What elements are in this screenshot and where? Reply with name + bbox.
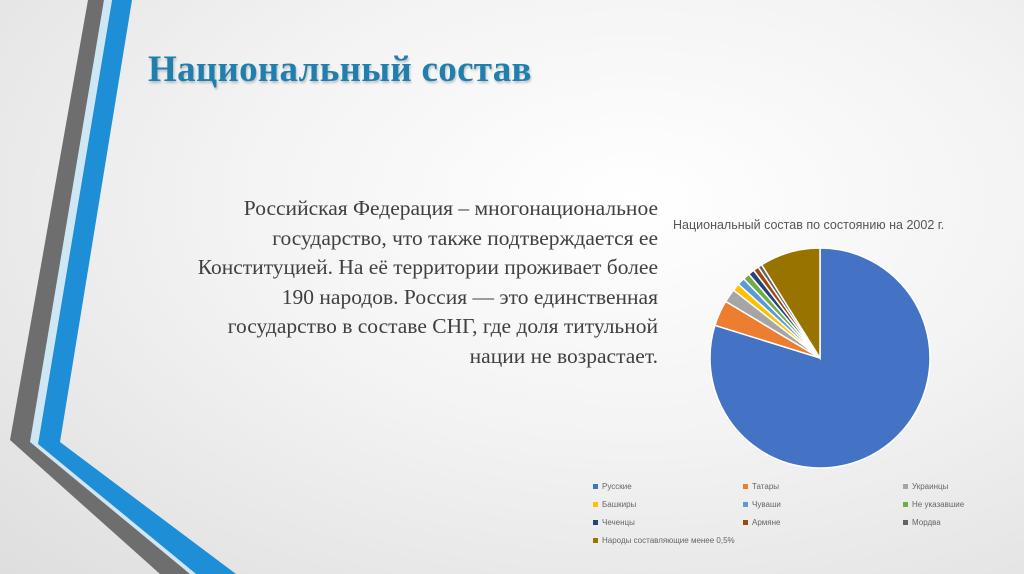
slide-body-text: Российская Федерация – многонациональное… [96, 194, 658, 371]
legend-swatch [743, 484, 748, 489]
legend-label: Чеченцы [602, 518, 635, 527]
legend-label: Татары [752, 482, 780, 491]
legend-item: Украинцы [903, 482, 948, 491]
legend-swatch [593, 502, 598, 507]
gray-stripe [10, 0, 190, 574]
legend-label: Русские [602, 482, 632, 491]
legend-item: Мордва [903, 518, 941, 527]
legend-swatch [903, 502, 908, 507]
body-line: государство, что также подтверждается ее [272, 225, 658, 250]
legend-item: Не указавшие [903, 500, 964, 509]
body-line: 190 народов. Россия — это единственная [281, 284, 658, 309]
body-line: Российская Федерация – многонациональное [243, 196, 658, 220]
blue-stripe [38, 0, 236, 574]
legend-item: Русские [593, 482, 632, 491]
legend-item: Башкиры [593, 500, 636, 509]
legend-swatch [593, 484, 598, 489]
slide-title: Национальный состав [148, 49, 532, 90]
legend-item: Чуваши [743, 500, 781, 509]
legend-swatch [593, 520, 598, 525]
blue-stripe-light [30, 0, 196, 574]
legend-item: Народы составляющие менее 0,5% [593, 536, 735, 545]
legend-label: Народы составляющие менее 0,5% [602, 536, 735, 545]
legend-item: Армяне [743, 518, 780, 527]
legend-label: Башкиры [602, 500, 637, 509]
legend-swatch [593, 538, 598, 543]
chart-title: Национальный состав по состоянию на 2002… [673, 218, 945, 232]
legend-label: Мордва [912, 518, 941, 527]
pie-slice [709, 247, 931, 469]
legend-swatch [903, 484, 908, 489]
legend-label: Армяне [752, 518, 781, 527]
pie-slice [760, 247, 821, 361]
legend-label: Украинцы [912, 482, 949, 491]
legend-item: Татары [743, 482, 779, 491]
body-line: Конституцией. На её территории проживает… [197, 255, 658, 279]
legend-swatch [903, 520, 908, 525]
legend-item: Чеченцы [593, 518, 635, 527]
legend-swatch [743, 520, 748, 525]
pie-chart [709, 247, 931, 469]
body-line: нации не возрастает. [469, 343, 658, 368]
legend-label: Не указавшие [912, 500, 965, 509]
legend-swatch [743, 502, 748, 507]
legend-label: Чуваши [752, 500, 781, 509]
body-line: государство в составе СНГ, где доля титу… [227, 314, 658, 338]
